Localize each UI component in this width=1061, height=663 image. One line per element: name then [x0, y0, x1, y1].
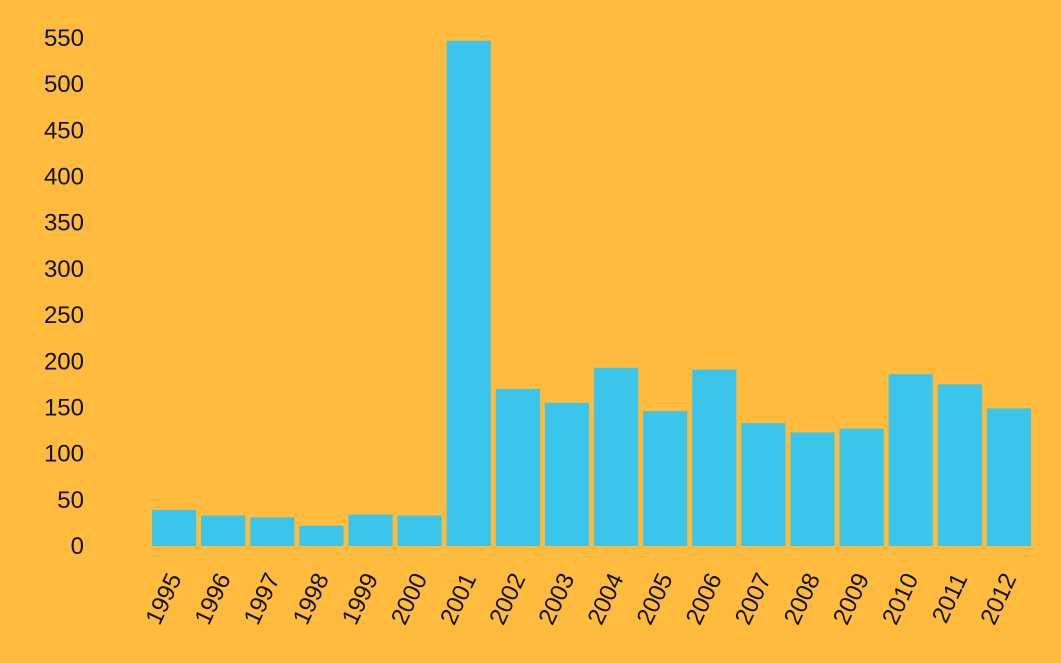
y-tick-label: 50 — [57, 487, 84, 514]
y-tick-label: 500 — [44, 71, 84, 98]
y-axis: 0 50 100 150 200 250 300 350 400 450 500 550 — [44, 25, 84, 560]
bar — [299, 525, 344, 546]
bars — [152, 40, 1031, 547]
y-tick-label: 300 — [44, 256, 84, 283]
bar — [937, 384, 982, 546]
y-tick-label: 0 — [71, 533, 84, 560]
y-tick-label: 150 — [44, 394, 84, 421]
bar — [643, 411, 688, 546]
y-tick-label: 350 — [44, 210, 84, 237]
bar — [839, 428, 884, 546]
bar — [250, 517, 295, 546]
y-tick-label: 200 — [44, 348, 84, 375]
bar — [741, 423, 786, 546]
bar — [201, 515, 246, 546]
bar — [594, 367, 639, 546]
y-tick-label: 100 — [44, 441, 84, 468]
bar — [692, 369, 737, 546]
bar — [888, 374, 933, 546]
bar — [348, 514, 393, 546]
y-tick-label: 550 — [44, 25, 84, 52]
bar — [446, 40, 491, 547]
bar — [790, 432, 835, 546]
bar — [397, 515, 442, 546]
bar — [986, 408, 1031, 546]
bar — [544, 402, 589, 546]
bar — [495, 388, 540, 546]
y-tick-label: 450 — [44, 117, 84, 144]
y-tick-label: 400 — [44, 164, 84, 191]
bar — [152, 509, 197, 546]
y-tick-label: 250 — [44, 302, 84, 329]
